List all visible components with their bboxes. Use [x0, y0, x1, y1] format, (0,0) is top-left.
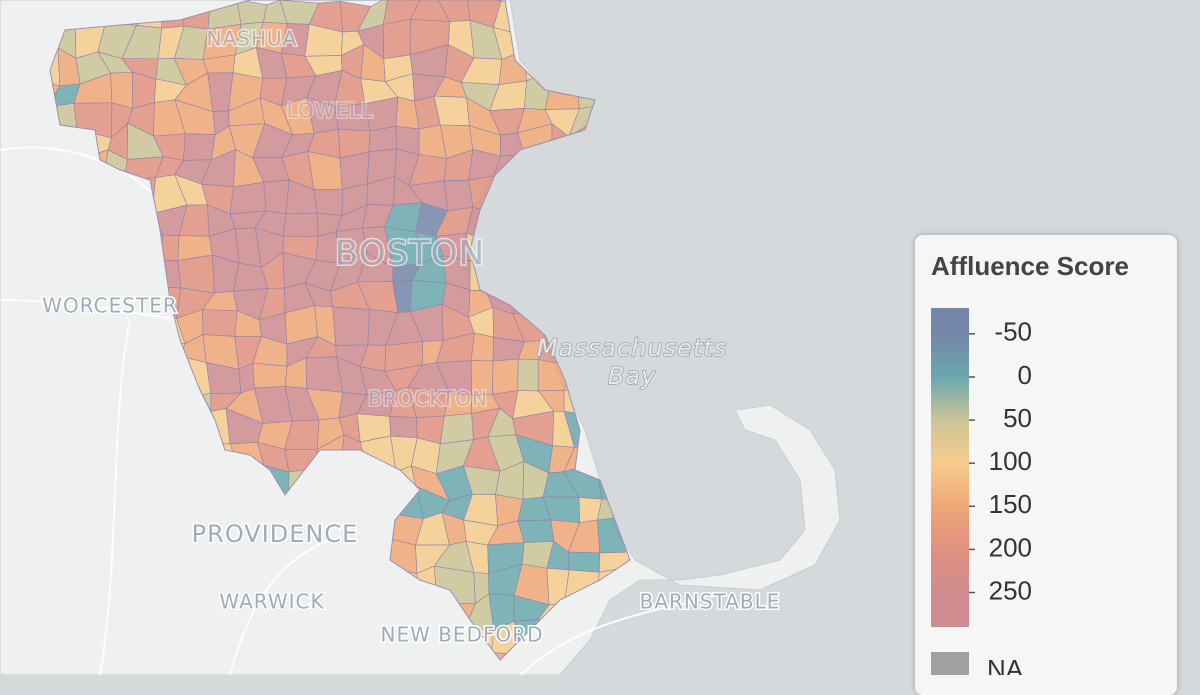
place-label: BROCKTON [368, 387, 488, 411]
tract [183, 133, 216, 161]
legend-tick-label: 200 [989, 532, 1032, 562]
legend-tick-label: -50 [994, 317, 1032, 347]
tract [339, 151, 370, 190]
place-label: NEW BEDFORD [380, 623, 543, 647]
place-label: WORCESTER [42, 294, 177, 318]
road [0, 299, 181, 321]
road [99, 319, 131, 675]
roads [0, 146, 701, 675]
na-label: NA [987, 654, 1024, 675]
color-bar [931, 308, 969, 627]
tract [470, 332, 495, 362]
place-label: BARNSTABLE [640, 590, 781, 614]
legend-graphic: Affluence Score -50 0 50 100 150 200 250 NA [931, 251, 1129, 675]
legend-tick-label: 50 [1003, 403, 1032, 433]
legend-tick-label: 150 [989, 489, 1032, 519]
road [0, 146, 161, 201]
place-labels: NASHUA LOWELL WORCESTER BOSTON Massachus… [41, 25, 781, 648]
legend: Affluence Score -50 0 50 100 150 200 250 NA [915, 235, 1177, 695]
legend-tick-label: 0 [1018, 360, 1032, 390]
tract [313, 189, 343, 216]
place-label: LOWELL [287, 99, 374, 123]
tract [229, 181, 267, 215]
tract [307, 151, 343, 190]
tract [492, 358, 519, 395]
road [519, 599, 701, 675]
legend-title: Affluence Score [931, 251, 1129, 281]
tract [202, 309, 238, 337]
place-label: PROVIDENCE [192, 520, 359, 548]
tract [110, 71, 134, 109]
place-label: WARWICK [219, 590, 324, 614]
place-label: Bay [608, 362, 656, 390]
tract [368, 125, 397, 153]
legend-tick-label: 250 [989, 575, 1032, 605]
tract [382, 18, 411, 60]
tract [252, 362, 288, 389]
tract [444, 179, 474, 211]
tract [332, 306, 370, 346]
tract [282, 212, 319, 237]
tract [439, 413, 474, 445]
tract [517, 358, 539, 392]
place-label: BOSTON [335, 234, 485, 274]
tract [263, 179, 290, 215]
place-label: Massachusetts [537, 334, 727, 362]
tract [433, 95, 470, 127]
na-swatch [931, 652, 969, 675]
tract [389, 416, 418, 439]
tract [567, 551, 601, 573]
place-label: NASHUA [207, 27, 298, 51]
legend-tick-label: 100 [989, 446, 1032, 476]
tract [177, 254, 215, 294]
road [229, 539, 331, 675]
tract [517, 519, 555, 543]
